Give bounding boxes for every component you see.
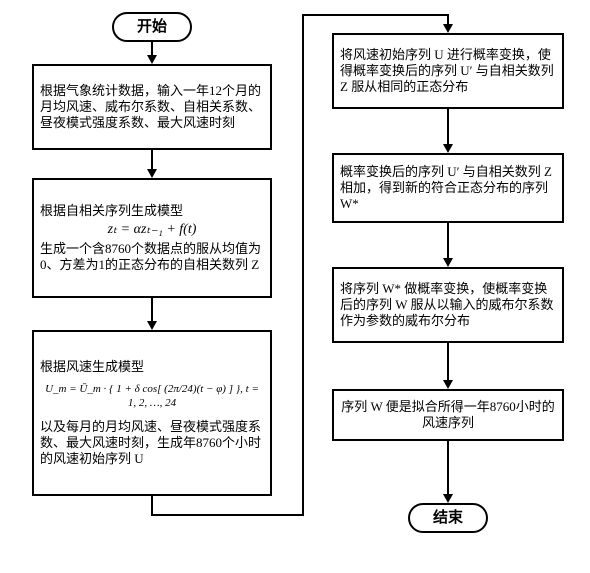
terminal-start-label: 开始 xyxy=(137,18,167,37)
process-l1: 根据气象统计数据，输入一年12个月的月均风速、威布尔系数、自相关系数、昼夜模式强… xyxy=(32,64,272,150)
arrow-r1-r2 xyxy=(447,109,449,145)
process-r1: 将风速初始序列 U 进行概率变换，使得概率变换后的序列 U′ 与自相关数列 Z … xyxy=(332,33,564,109)
process-r3: 将序列 W* 做概率变换，使概率变换后的序列 W 服从以输入的威布尔系数作为参数… xyxy=(332,267,564,343)
process-r3-text: 将序列 W* 做概率变换，使概率变换后的序列 W 服从以输入的威布尔系数作为参数… xyxy=(340,281,556,330)
process-l2-rest: 生成一个含8760个数据点的服从均值为0、方差为1的正态分布的自相关数列 Z xyxy=(40,241,261,272)
process-l2-formula: zₜ = αzₜ₋₁ + f(t) xyxy=(40,221,264,239)
arrowhead-r4-end xyxy=(443,494,453,503)
conn-gap-up xyxy=(302,14,304,516)
process-r2-text: 概率变换后的序列 U′ 与自相关数列 Z 相加，得到新的符合正态分布的序列 W* xyxy=(340,164,556,213)
process-l3: 根据风速生成模型 U_m = Ū_m · { 1 + δ cos[ (2π/24… xyxy=(32,330,272,496)
conn-bottom-right xyxy=(151,514,304,516)
process-r1-text: 将风速初始序列 U 进行概率变换，使得概率变换后的序列 U′ 与自相关数列 Z … xyxy=(340,47,556,96)
arrowhead-into-r1 xyxy=(443,24,453,33)
process-l2: 根据自相关序列生成模型 zₜ = αzₜ₋₁ + f(t) 生成一个含8760个… xyxy=(32,178,272,298)
conn-top-right xyxy=(302,14,449,16)
conn-l3-down xyxy=(151,496,153,514)
process-r4-text: 序列 W 便是拟合所得一年8760小时的风速序列 xyxy=(340,399,556,432)
terminal-end-label: 结束 xyxy=(433,509,463,528)
arrow-start-l1 xyxy=(151,42,153,56)
process-l3-rest: 以及每月的月均风速、昼夜模式强度系数、最大风速时刻，生成年8760个小时的风速初… xyxy=(40,419,261,467)
arrowhead-l2-l3 xyxy=(147,321,157,330)
arrow-r3-r4 xyxy=(447,343,449,381)
arrow-r2-r3 xyxy=(447,223,449,259)
arrowhead-r3-r4 xyxy=(443,380,453,389)
process-l3-formula: U_m = Ū_m · { 1 + δ cos[ (2π/24)(t − φ) … xyxy=(40,383,264,411)
process-r2: 概率变换后的序列 U′ 与自相关数列 Z 相加，得到新的符合正态分布的序列 W* xyxy=(332,153,564,223)
process-l2-intro: 根据自相关序列生成模型 xyxy=(40,203,183,218)
terminal-start: 开始 xyxy=(112,12,192,42)
terminal-end: 结束 xyxy=(408,503,488,533)
arrowhead-start-l1 xyxy=(147,55,157,64)
flowchart-canvas: 开始 根据气象统计数据，输入一年12个月的月均风速、威布尔系数、自相关系数、昼夜… xyxy=(0,0,590,573)
arrow-l1-l2 xyxy=(151,150,153,170)
arrow-l2-l3 xyxy=(151,298,153,322)
process-l1-text: 根据气象统计数据，输入一年12个月的月均风速、威布尔系数、自相关系数、昼夜模式强… xyxy=(40,83,264,132)
process-r4: 序列 W 便是拟合所得一年8760小时的风速序列 xyxy=(332,389,564,441)
arrow-r4-end xyxy=(447,441,449,495)
process-l3-intro: 根据风速生成模型 xyxy=(40,359,144,374)
arrowhead-r1-r2 xyxy=(443,144,453,153)
arrowhead-r2-r3 xyxy=(443,258,453,267)
arrowhead-l1-l2 xyxy=(147,169,157,178)
